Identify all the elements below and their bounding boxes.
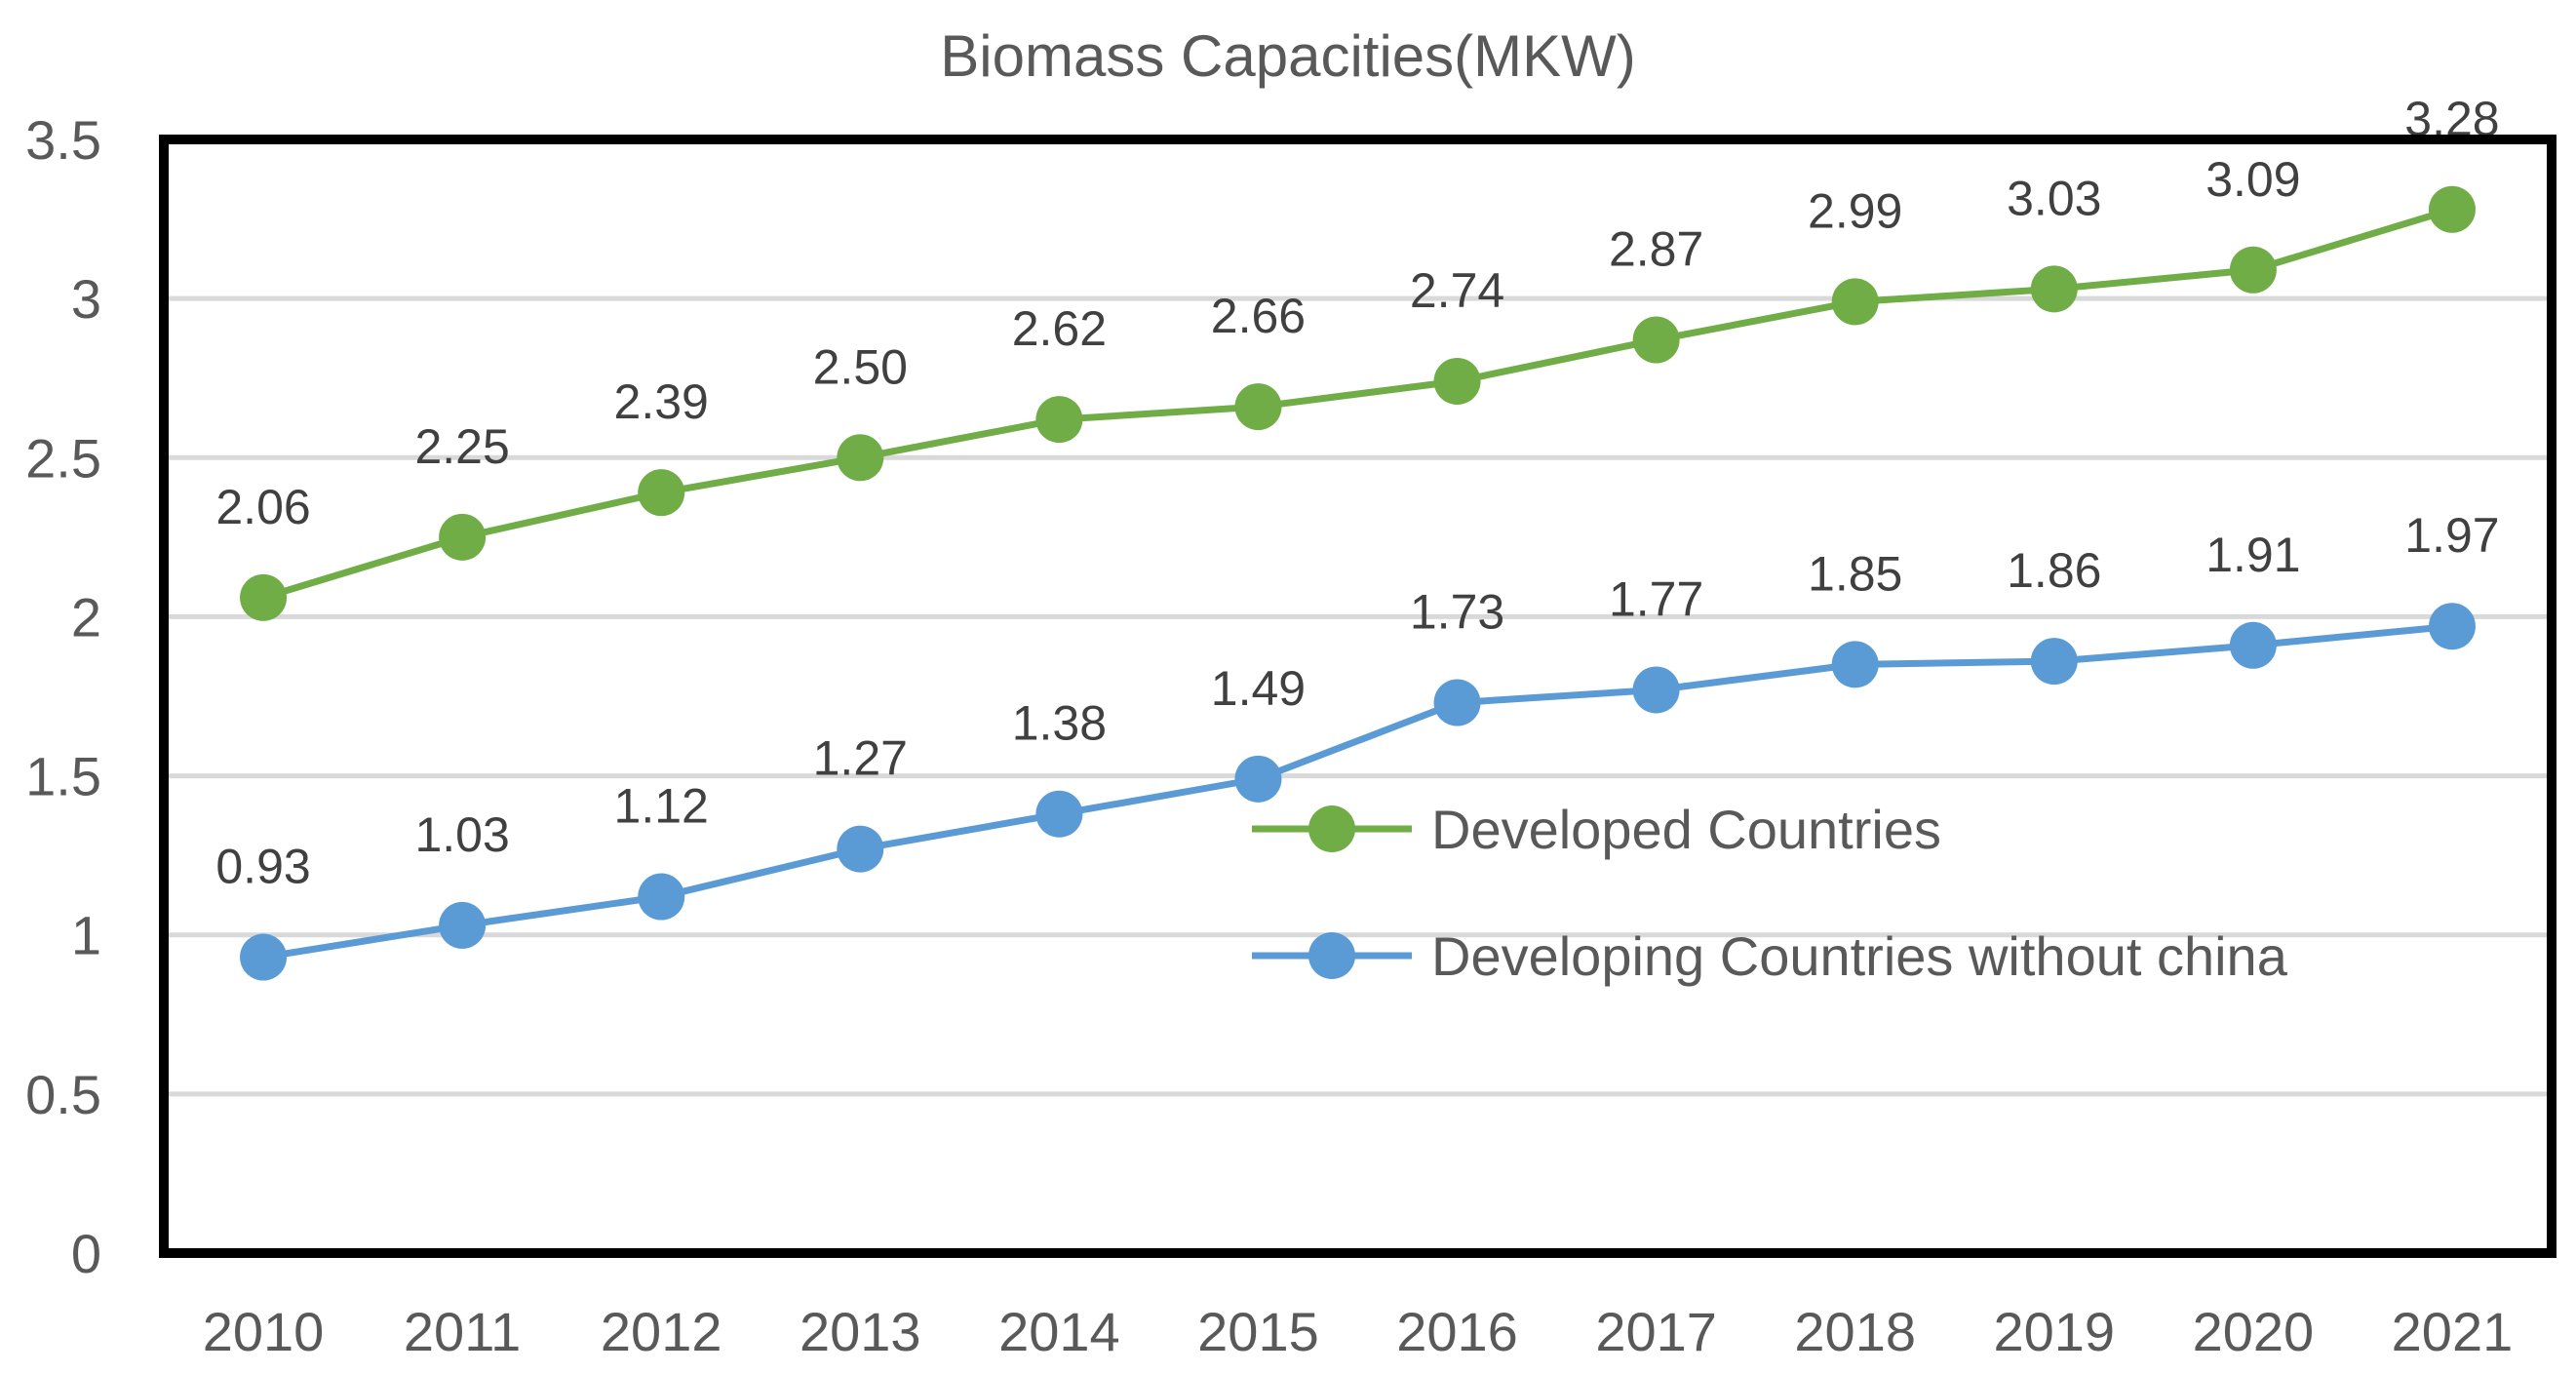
data-label: 2.50 [813, 339, 908, 394]
data-label: 1.03 [414, 807, 509, 862]
data-point [240, 934, 287, 981]
y-tick-label: 1.5 [25, 746, 101, 807]
data-label: 1.97 [2404, 508, 2499, 563]
data-point [1434, 680, 1481, 726]
data-point [439, 514, 486, 561]
x-tick-label: 2017 [1595, 1301, 1717, 1362]
legend: Developed Countries Developing Countries … [1252, 799, 2288, 987]
data-label: 2.74 [1410, 263, 1504, 318]
data-label: 1.86 [2007, 543, 2101, 598]
x-tick-label: 2013 [800, 1301, 921, 1362]
data-point [2429, 603, 2476, 649]
data-label: 1.49 [1211, 661, 1306, 716]
plot-frame [164, 139, 2552, 1253]
data-point [1234, 383, 1281, 430]
x-tick-label: 2010 [203, 1301, 325, 1362]
x-tick-label: 2015 [1197, 1301, 1319, 1362]
x-tick-label: 2014 [998, 1301, 1120, 1362]
data-point [1832, 278, 1879, 325]
y-tick-label: 2.5 [25, 427, 101, 489]
legend-label: Developing Countries without china [1431, 925, 2288, 987]
data-point [638, 874, 684, 921]
data-point [1633, 666, 1680, 713]
x-tick-label: 2016 [1396, 1301, 1518, 1362]
data-label: 1.73 [1410, 585, 1504, 640]
x-tick-label: 2018 [1794, 1301, 1916, 1362]
data-point [240, 574, 287, 621]
x-tick-label: 2011 [404, 1301, 521, 1362]
data-label: 1.38 [1012, 696, 1107, 751]
data-label: 0.93 [215, 840, 310, 894]
data-point [2230, 247, 2277, 294]
legend-marker [1308, 805, 1355, 852]
x-tick-label: 2020 [2193, 1301, 2315, 1362]
data-label: 1.12 [614, 779, 709, 834]
x-tick-label: 2019 [1994, 1301, 2116, 1362]
data-label: 2.62 [1012, 301, 1107, 356]
data-label: 3.03 [2007, 171, 2101, 225]
data-point [1234, 756, 1281, 803]
data-label: 1.77 [1609, 571, 1703, 626]
y-tick-label: 3 [71, 268, 101, 330]
series-line-0 [263, 210, 2452, 598]
x-axis-ticks: 2010 2011 2012 2013 2014 2015 2016 2017 2018 2019… [203, 1301, 2513, 1362]
data-label: 2.06 [215, 480, 310, 534]
data-label: 2.87 [1609, 222, 1703, 277]
legend-marker [1308, 932, 1355, 979]
data-point [1832, 641, 1879, 687]
y-tick-label: 1 [71, 905, 101, 966]
data-point [837, 826, 883, 873]
data-point [1434, 358, 1481, 405]
y-tick-label: 3.5 [25, 109, 101, 171]
series-lines [240, 186, 2476, 981]
line-chart: Biomass Capacities(MKW) 0 0.5 1 1.5 2 2.5 3 3.5… [0, 0, 2576, 1374]
x-tick-label: 2012 [601, 1301, 722, 1362]
data-label: 2.39 [614, 374, 709, 429]
data-point [837, 434, 883, 481]
data-point [1035, 396, 1082, 443]
data-point [2429, 186, 2476, 233]
data-label: 3.09 [2205, 152, 2300, 207]
data-label: 2.66 [1211, 289, 1306, 343]
data-point [638, 469, 684, 516]
y-tick-label: 0 [71, 1223, 101, 1284]
series-line-1 [263, 626, 2452, 957]
legend-label: Developed Countries [1431, 799, 1941, 860]
y-tick-label: 0.5 [25, 1064, 101, 1125]
data-point [1633, 317, 1680, 364]
data-label: 1.91 [2205, 528, 2300, 582]
y-axis-ticks: 0 0.5 1 1.5 2 2.5 3 3.5 [25, 109, 101, 1284]
data-point [1035, 791, 1082, 838]
x-tick-label: 2021 [2392, 1301, 2514, 1362]
data-label: 1.27 [813, 731, 908, 786]
data-label: 2.25 [414, 419, 509, 474]
data-point [439, 902, 486, 949]
data-point [2031, 638, 2078, 685]
data-label: 2.99 [1808, 183, 1902, 238]
chart-title: Biomass Capacities(MKW) [940, 23, 1635, 89]
data-point [2031, 265, 2078, 312]
data-point [2230, 622, 2277, 669]
y-tick-label: 2 [71, 586, 101, 648]
data-label: 1.85 [1808, 546, 1902, 601]
